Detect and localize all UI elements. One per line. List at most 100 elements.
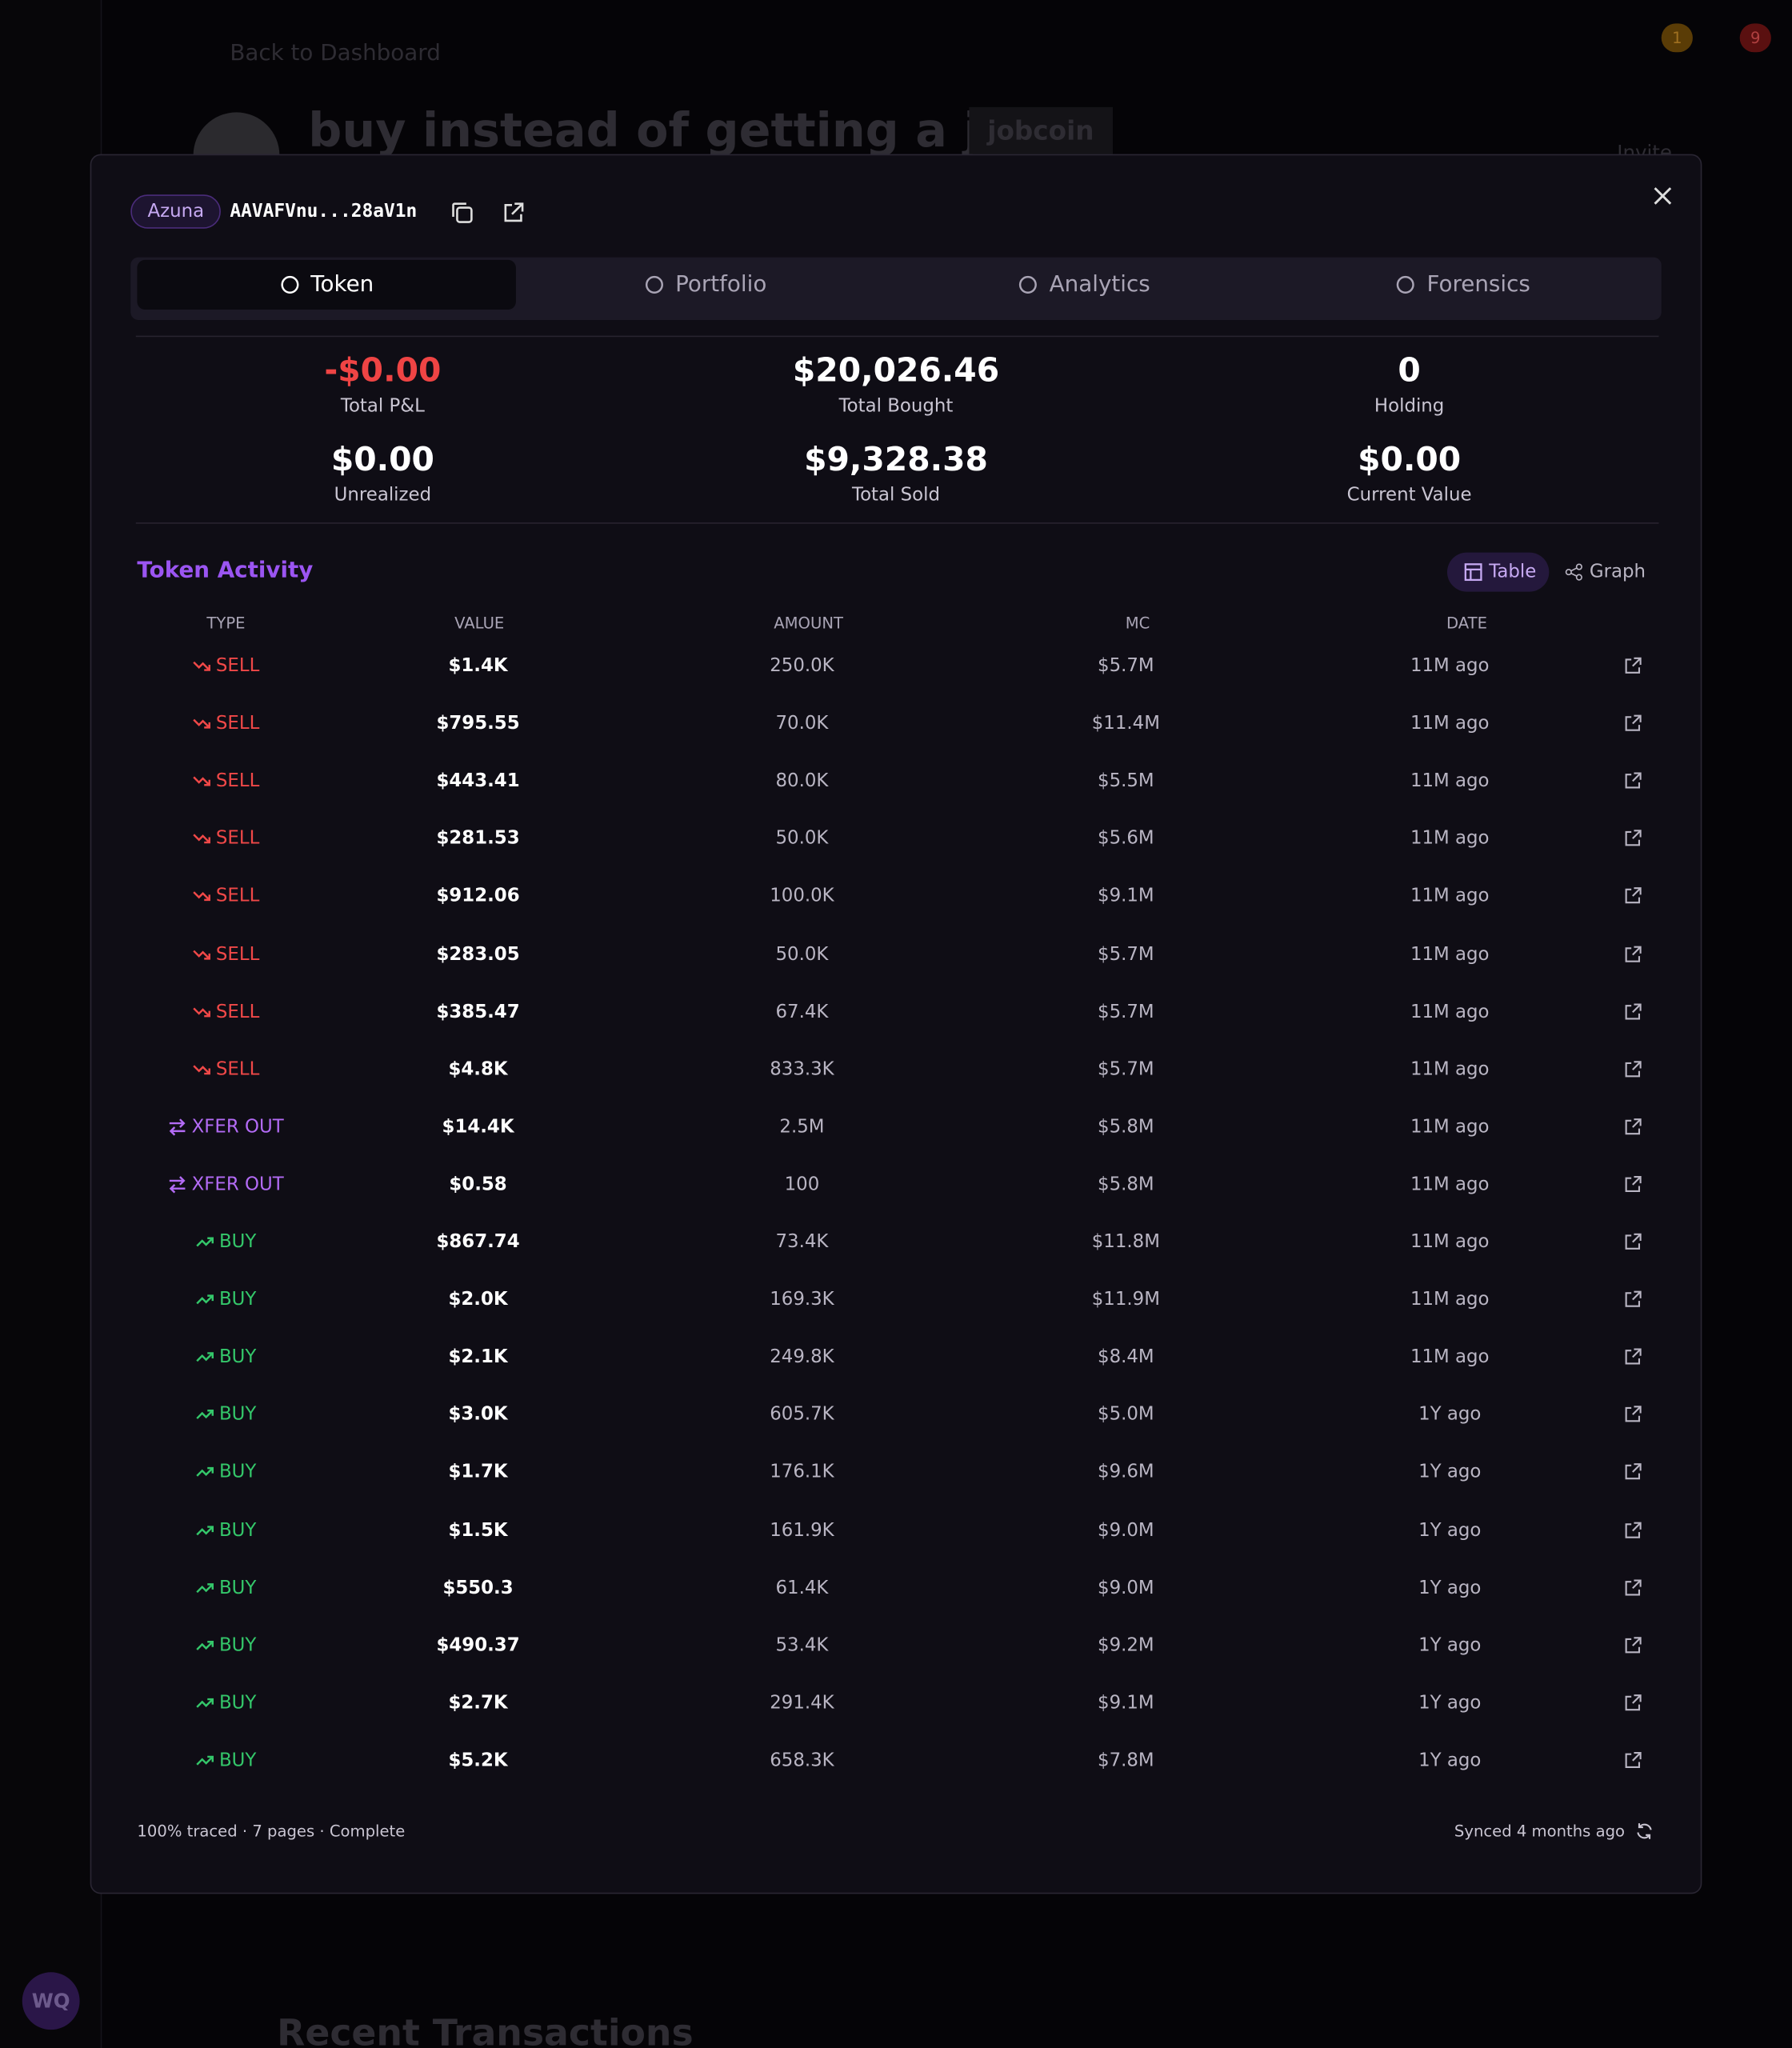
cell: 11M ago	[1410, 1116, 1490, 1138]
refresh-icon[interactable]	[1635, 1822, 1654, 1841]
external-icon	[1625, 1233, 1642, 1250]
cell: 11M ago	[1410, 886, 1490, 907]
value-cell: $2.7K	[448, 1692, 508, 1714]
cell: $5.7M	[1098, 943, 1154, 965]
stat-label: Holding	[1374, 395, 1445, 417]
external-icon	[1625, 887, 1642, 904]
type-cell: XFER OUT	[168, 1117, 284, 1138]
external-icon	[1625, 1521, 1642, 1538]
back-link[interactable]: Back to Dashboard	[230, 40, 441, 67]
value-cell: $0.58	[449, 1174, 507, 1195]
cell: 100	[784, 1174, 820, 1195]
close-button[interactable]	[1651, 184, 1674, 207]
type-label: SELL	[215, 1058, 260, 1080]
column-header: MC	[1125, 614, 1150, 633]
type-icon	[169, 1175, 186, 1194]
type-label: BUY	[218, 1404, 257, 1426]
tab-icon	[1397, 275, 1415, 294]
cell: 70.0K	[775, 713, 829, 734]
type-cell: SELL	[193, 886, 259, 907]
view-toggle[interactable]: Graph	[1589, 562, 1646, 583]
row-link[interactable]	[1623, 1405, 1642, 1423]
tab[interactable]: Forensics	[1274, 260, 1652, 310]
type-cell: SELL	[193, 1058, 260, 1080]
external-icon[interactable]	[500, 200, 526, 226]
value-cell: $795.55	[436, 713, 520, 734]
row-link[interactable]	[1623, 886, 1642, 905]
cell: $9.1M	[1098, 1692, 1154, 1714]
type-label: BUY	[218, 1289, 257, 1310]
value-cell: $4.8K	[448, 1058, 508, 1080]
row-link[interactable]	[1623, 1462, 1642, 1481]
cell: $7.8M	[1098, 1750, 1154, 1771]
type-label: BUY	[218, 1519, 257, 1541]
row-link[interactable]	[1623, 714, 1642, 732]
row-link[interactable]	[1623, 1693, 1642, 1711]
type-cell: SELL	[193, 771, 259, 792]
row-link[interactable]	[1623, 1059, 1642, 1078]
type-cell: SELL	[193, 1002, 259, 1022]
row-link[interactable]	[1623, 1347, 1642, 1366]
row-link[interactable]	[1623, 1002, 1642, 1020]
row-link[interactable]	[1623, 1750, 1642, 1769]
row-link[interactable]	[1623, 1232, 1642, 1250]
type-label: SELL	[215, 943, 260, 965]
cell: 1Y ago	[1418, 1519, 1482, 1541]
type-cell: BUY	[196, 1289, 257, 1310]
cell: 53.4K	[775, 1634, 829, 1656]
row-link[interactable]	[1623, 1117, 1642, 1135]
chain-badge: Azuna	[130, 194, 222, 229]
cell: 67.4K	[775, 1001, 829, 1022]
row-link[interactable]	[1623, 944, 1642, 962]
value-cell: $1.7K	[448, 1462, 508, 1483]
tab[interactable]: Token	[137, 259, 516, 310]
row-link[interactable]	[1623, 1635, 1642, 1654]
stat-value: $0.00	[330, 440, 434, 478]
cell: 11M ago	[1410, 1346, 1490, 1368]
tab-icon	[1019, 275, 1038, 294]
row-link[interactable]	[1623, 1174, 1642, 1193]
row-link[interactable]	[1623, 656, 1642, 674]
row-link[interactable]	[1623, 829, 1642, 847]
stat-value: -$0.00	[324, 351, 442, 390]
cell: $5.8M	[1098, 1174, 1154, 1195]
ticker: jobcoin	[969, 106, 1113, 154]
column-header: TYPE	[206, 614, 246, 633]
tab[interactable]: Portfolio	[516, 260, 894, 310]
cell: 1Y ago	[1418, 1404, 1482, 1426]
external-icon	[1625, 1002, 1642, 1019]
footer-status: 100% traced · 7 pages · Complete	[137, 1822, 406, 1841]
type-cell: BUY	[196, 1635, 256, 1656]
address[interactable]: AAVAFVnu...28aV1n	[230, 201, 418, 222]
cell: $5.7M	[1098, 655, 1154, 677]
cell: 833.3K	[770, 1058, 834, 1080]
row-link[interactable]	[1623, 1520, 1642, 1538]
row-link[interactable]	[1623, 1290, 1642, 1308]
type-cell: SELL	[193, 656, 259, 677]
cell: 250.0K	[770, 655, 834, 677]
row-link[interactable]	[1623, 1578, 1642, 1596]
cell: $8.4M	[1098, 1346, 1154, 1368]
copy-icon[interactable]	[450, 200, 476, 226]
cell: $5.7M	[1098, 1058, 1154, 1080]
stat-label: Current Value	[1346, 484, 1472, 506]
value-cell: $443.41	[436, 770, 520, 792]
stat-label: Unrealized	[334, 484, 432, 506]
type-icon	[196, 1410, 214, 1420]
value-cell: $5.2K	[448, 1750, 508, 1771]
tab[interactable]: Analytics	[894, 260, 1273, 310]
row-link[interactable]	[1623, 771, 1642, 790]
avatar[interactable]: WQ	[22, 1972, 80, 2030]
tab-label: Token	[310, 271, 374, 298]
cell: 11M ago	[1410, 1289, 1490, 1310]
page-title: buy instead of getting a job	[308, 104, 1046, 158]
cell: $11.9M	[1091, 1289, 1160, 1310]
cell: 11M ago	[1410, 655, 1490, 677]
type-icon	[196, 1237, 214, 1247]
view-toggle[interactable]: Table	[1489, 562, 1537, 583]
cell: 100.0K	[770, 886, 834, 907]
sidebar	[0, 0, 102, 2048]
cell: 11M ago	[1410, 1231, 1490, 1253]
external-icon	[1625, 1175, 1642, 1192]
